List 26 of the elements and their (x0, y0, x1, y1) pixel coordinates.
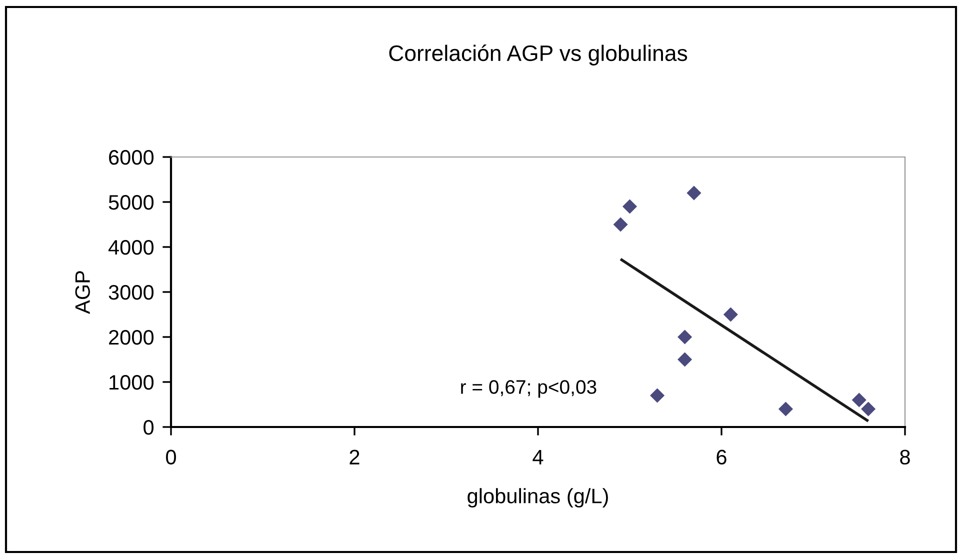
y-tick-label: 6000 (109, 150, 154, 165)
point (686, 186, 702, 200)
point (678, 352, 692, 367)
point (852, 392, 866, 408)
y-tick-label: 3000 (108, 285, 154, 300)
x-tick-label: 6 (716, 450, 726, 465)
y-axis-title: AGP (75, 271, 90, 314)
x-axis-title: globulinas (g/L) (468, 488, 608, 508)
x-tick-label: 2 (350, 450, 360, 464)
y-tick-label: 0 (144, 420, 154, 435)
y-tick-label: 5000 (108, 195, 154, 210)
y-tick-label: 1000 (110, 375, 154, 390)
chart-title: Correlación AGP vs globulinas (389, 44, 688, 66)
x-tick-label: 0 (166, 450, 176, 465)
point (622, 199, 638, 214)
point (778, 402, 794, 416)
y-tick-label: 4000 (108, 240, 154, 255)
point (723, 307, 738, 322)
point (613, 217, 628, 232)
point (678, 330, 692, 344)
point (861, 402, 876, 416)
x-tick-label: 8 (900, 450, 910, 465)
y-tick-label: 2000 (109, 330, 154, 345)
x-tick-label: 4 (532, 450, 544, 464)
point (650, 388, 665, 403)
annotation: r = 0,67; p<0,03 (461, 380, 596, 398)
